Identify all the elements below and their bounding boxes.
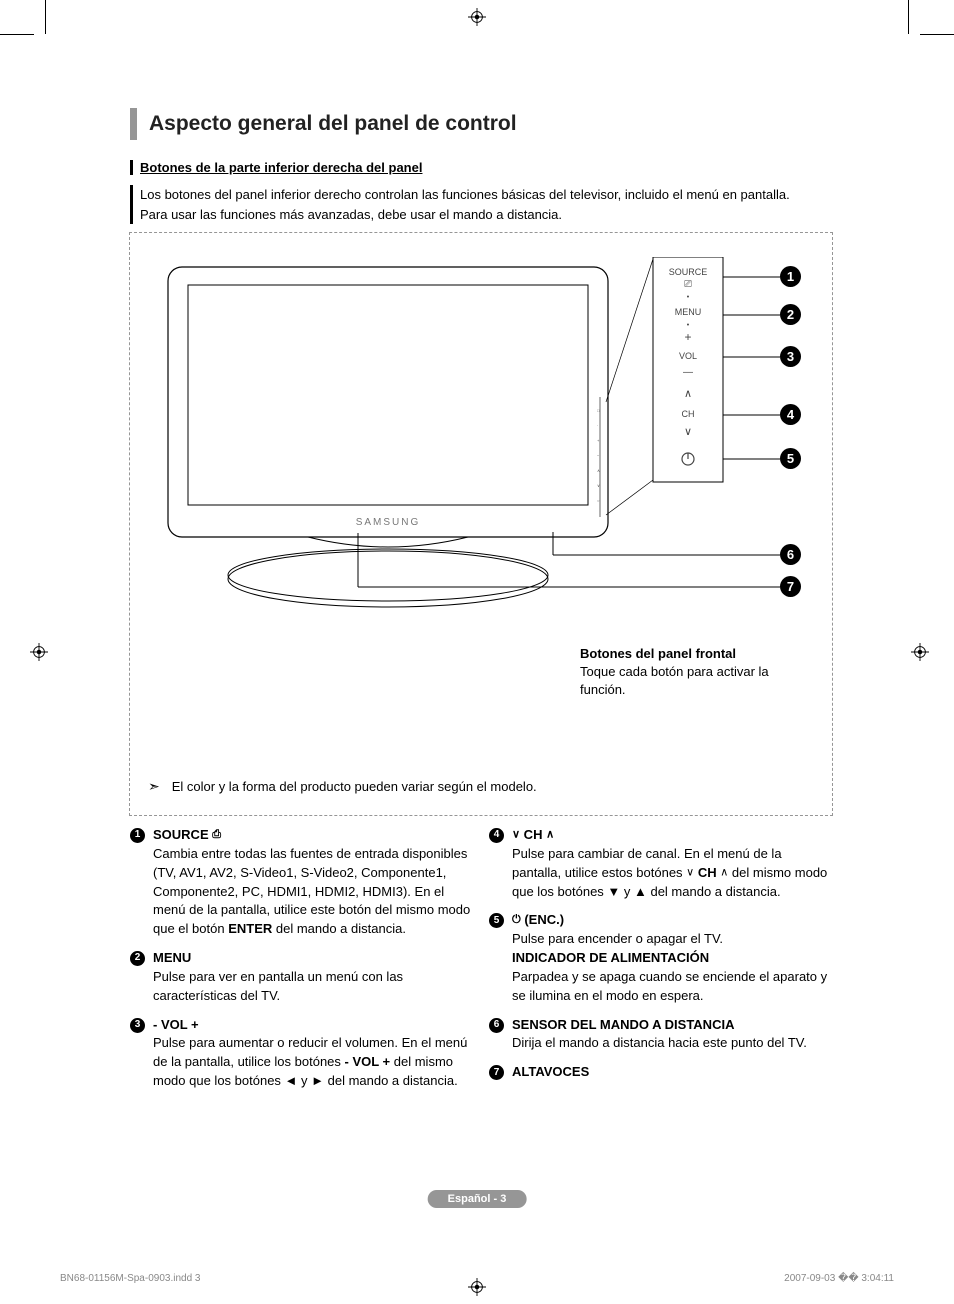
desc-item-4: 4 ∨ CH ∧ Pulse para cambiar de canal. En… <box>489 826 830 901</box>
intro-text: Los botones del panel inferior derecho c… <box>130 185 830 224</box>
svg-text:∨: ∨ <box>597 483 600 488</box>
svg-text:□: □ <box>597 408 600 413</box>
power-icon: ⏻ <box>512 914 521 926</box>
section-title: Aspecto general del panel de control <box>130 108 830 140</box>
desc-title: - VOL + <box>153 1017 199 1032</box>
crop-mark <box>0 34 34 35</box>
desc-title: MENU <box>153 950 191 965</box>
svg-text:MENU: MENU <box>675 307 702 317</box>
desc-number: 4 <box>489 828 504 843</box>
desc-item-6: 6 SENSOR DEL MANDO A DISTANCIA Dirija el… <box>489 1016 830 1054</box>
desc-subtitle: INDICADOR DE ALIMENTACIÓN <box>512 950 709 965</box>
svg-text:+: + <box>684 330 691 344</box>
desc-item-7: 7 ALTAVOCES <box>489 1063 830 1082</box>
footer-right: 2007-09-03 �� 3:04:11 <box>784 1273 894 1284</box>
desc-number: 7 <box>489 1065 504 1080</box>
svg-text:○: ○ <box>597 498 600 503</box>
desc-title: ∨ CH ∧ <box>512 827 554 842</box>
note-text: El color y la forma del producto pueden … <box>172 779 537 794</box>
crop-mark <box>908 0 909 34</box>
svg-text:VOL: VOL <box>679 351 697 361</box>
callout-1: 1 <box>780 266 801 287</box>
desc-body: ∨ CH ∧ Pulse para cambiar de canal. En e… <box>512 826 830 901</box>
desc-body: - VOL + Pulse para aumentar o reducir el… <box>153 1016 471 1091</box>
registration-mark-icon <box>468 8 486 26</box>
svg-text:∧: ∧ <box>597 468 600 473</box>
desc-item-2: 2 MENU Pulse para ver en pantalla un men… <box>130 949 471 1006</box>
brand-label: SAMSUNG <box>356 517 421 528</box>
desc-item-3: 3 - VOL + Pulse para aumentar o reducir … <box>130 1016 471 1091</box>
desc-title: SOURCE ⎙ <box>153 827 221 842</box>
svg-text:CH: CH <box>682 409 695 419</box>
source-icon: ⎙ <box>212 829 221 841</box>
registration-mark-icon <box>30 643 48 661</box>
desc-title: ⏻ (ENC.) <box>512 912 564 927</box>
svg-text:−: − <box>597 453 600 458</box>
callout-6: 6 <box>780 544 801 565</box>
callout-2: 2 <box>780 304 801 325</box>
crop-mark <box>45 0 46 34</box>
panel-caption: Botones del panel frontal Toque cada bot… <box>580 645 780 700</box>
page-content: Aspecto general del panel de control Bot… <box>130 108 830 1101</box>
crop-mark <box>920 34 954 35</box>
desc-body: ⏻ (ENC.) Pulse para encender o apagar el… <box>512 911 830 1005</box>
caption-body: Toque cada botón para activar la función… <box>580 663 780 699</box>
svg-text:+: + <box>597 438 600 443</box>
desc-column-right: 4 ∨ CH ∧ Pulse para cambiar de canal. En… <box>489 826 830 1101</box>
svg-text:SOURCE: SOURCE <box>669 267 708 277</box>
svg-text:—: — <box>683 367 693 378</box>
svg-text:⎚: ⎚ <box>684 279 692 290</box>
desc-number: 1 <box>130 828 145 843</box>
svg-text:∧: ∧ <box>684 388 692 400</box>
desc-body: ALTAVOCES <box>512 1063 830 1082</box>
desc-number: 2 <box>130 951 145 966</box>
desc-body: SOURCE ⎙ Cambia entre todas las fuentes … <box>153 826 471 939</box>
desc-body: SENSOR DEL MANDO A DISTANCIA Dirija el m… <box>512 1016 830 1054</box>
subsection-title: Botones de la parte inferior derecha del… <box>130 160 830 175</box>
svg-text:∨: ∨ <box>684 426 692 438</box>
up-icon: ∧ <box>546 829 554 841</box>
callout-3: 3 <box>780 346 801 367</box>
diagram-note: ➣ El color y la forma del producto puede… <box>148 778 537 795</box>
diagram-region: SAMSUNG □ · + − ∧ ∨ ○ SOURCE ⎚ • MENU • … <box>129 232 833 816</box>
desc-body: MENU Pulse para ver en pantalla un menú … <box>153 949 471 1006</box>
footer-left: BN68-01156M-Spa-0903.indd 3 <box>60 1273 200 1284</box>
caption-title: Botones del panel frontal <box>580 645 780 663</box>
desc-number: 6 <box>489 1018 504 1033</box>
down-icon: ∨ <box>512 829 520 841</box>
descriptions: 1 SOURCE ⎙ Cambia entre todas las fuente… <box>130 826 830 1101</box>
desc-column-left: 1 SOURCE ⎙ Cambia entre todas las fuente… <box>130 826 471 1101</box>
tv-illustration: SAMSUNG □ · + − ∧ ∨ ○ SOURCE ⎚ • MENU • … <box>158 257 808 627</box>
callout-5: 5 <box>780 448 801 469</box>
desc-number: 3 <box>130 1018 145 1033</box>
footer: BN68-01156M-Spa-0903.indd 3 2007-09-03 �… <box>60 1273 894 1284</box>
callout-4: 4 <box>780 404 801 425</box>
desc-item-1: 1 SOURCE ⎙ Cambia entre todas las fuente… <box>130 826 471 939</box>
callout-7: 7 <box>780 576 801 597</box>
page-number-badge: Español - 3 <box>428 1190 527 1208</box>
desc-item-5: 5 ⏻ (ENC.) Pulse para encender o apagar … <box>489 911 830 1005</box>
desc-number: 5 <box>489 913 504 928</box>
desc-title: ALTAVOCES <box>512 1064 589 1079</box>
note-icon: ➣ <box>148 778 160 795</box>
registration-mark-icon <box>911 643 929 661</box>
intro-line: Para usar las funciones más avanzadas, d… <box>140 205 830 225</box>
svg-text:·: · <box>597 423 598 428</box>
desc-title: SENSOR DEL MANDO A DISTANCIA <box>512 1017 734 1032</box>
intro-line: Los botones del panel inferior derecho c… <box>140 185 830 205</box>
